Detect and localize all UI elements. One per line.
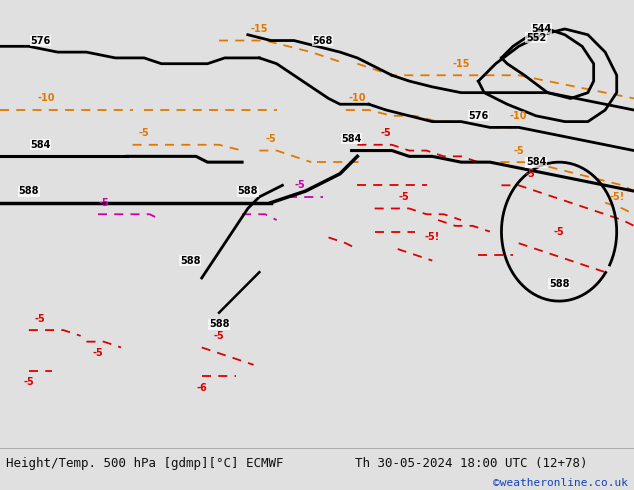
Text: 544: 544 xyxy=(532,24,552,34)
Text: -5: -5 xyxy=(214,331,224,341)
Text: -5: -5 xyxy=(381,128,392,138)
Text: -15: -15 xyxy=(250,24,268,34)
Text: -5: -5 xyxy=(398,192,409,202)
Text: -5: -5 xyxy=(139,128,150,138)
Text: 588: 588 xyxy=(238,186,258,196)
Text: 576: 576 xyxy=(30,36,51,46)
Text: 552: 552 xyxy=(526,33,546,43)
Text: 588: 588 xyxy=(180,256,200,266)
Text: 588: 588 xyxy=(18,186,39,196)
Text: 588: 588 xyxy=(209,319,230,329)
Text: 588: 588 xyxy=(549,279,569,289)
Text: Th 30-05-2024 18:00 UTC (12+78): Th 30-05-2024 18:00 UTC (12+78) xyxy=(355,457,588,470)
Text: -5: -5 xyxy=(23,377,34,387)
Text: -5: -5 xyxy=(35,314,46,323)
Text: ©weatheronline.co.uk: ©weatheronline.co.uk xyxy=(493,478,628,489)
Text: -10: -10 xyxy=(510,111,527,121)
Text: 568: 568 xyxy=(313,36,333,46)
Text: -5!: -5! xyxy=(425,232,440,243)
Text: 584: 584 xyxy=(30,140,51,150)
Text: -5: -5 xyxy=(98,197,109,208)
Text: -10: -10 xyxy=(37,94,55,103)
Text: -5: -5 xyxy=(514,146,524,155)
Text: 584: 584 xyxy=(526,157,547,167)
Text: -10: -10 xyxy=(349,94,366,103)
Text: -5: -5 xyxy=(553,227,564,237)
Text: 584: 584 xyxy=(341,134,362,144)
Text: Height/Temp. 500 hPa [gdmp][°C] ECMWF: Height/Temp. 500 hPa [gdmp][°C] ECMWF xyxy=(6,457,284,470)
Text: -5: -5 xyxy=(266,134,276,144)
Text: -5: -5 xyxy=(294,180,305,190)
Text: -6: -6 xyxy=(197,383,207,393)
Text: -5: -5 xyxy=(525,169,536,179)
Text: -5!: -5! xyxy=(609,192,624,202)
Text: -5: -5 xyxy=(93,348,103,358)
Text: -15: -15 xyxy=(452,59,470,69)
Text: 576: 576 xyxy=(469,111,489,121)
